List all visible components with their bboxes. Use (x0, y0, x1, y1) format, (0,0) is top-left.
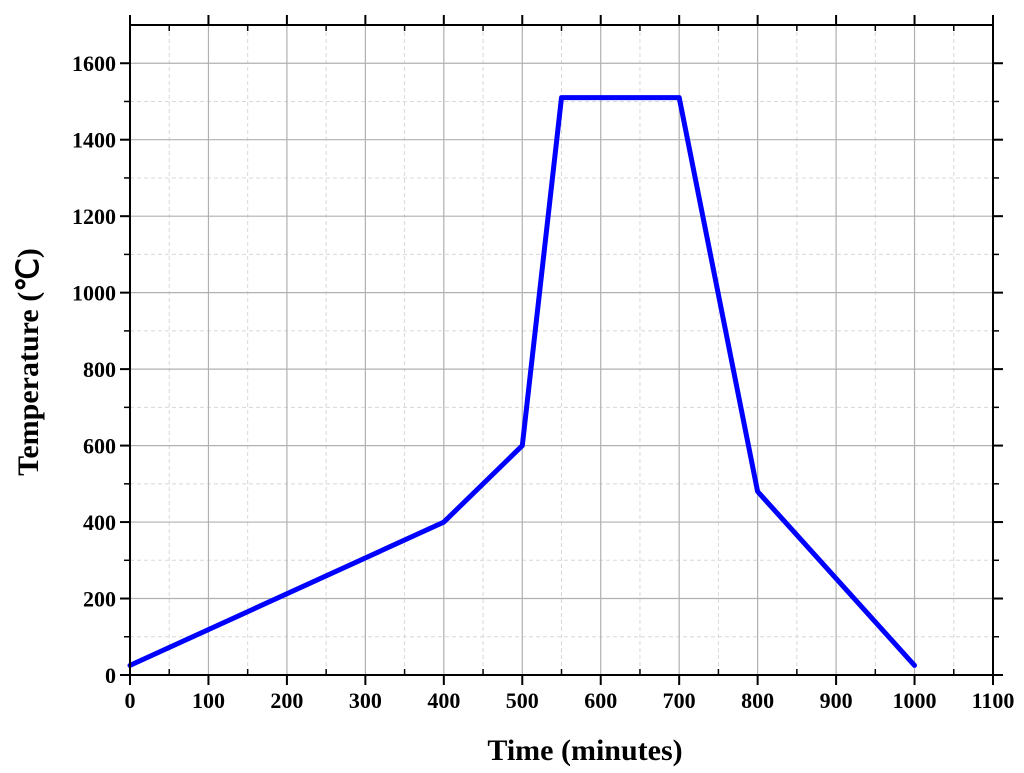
x-tick-label: 600 (584, 688, 617, 713)
x-tick-label: 200 (270, 688, 303, 713)
series-point (520, 443, 525, 448)
x-tick-label: 0 (125, 688, 136, 713)
y-tick-label: 0 (105, 663, 116, 688)
x-tick-label: 1100 (972, 688, 1015, 713)
minor-grid (130, 25, 993, 675)
series-point (912, 663, 917, 668)
y-tick-label: 600 (83, 434, 116, 459)
y-tick-label: 1600 (72, 51, 116, 76)
y-tick-label: 800 (83, 357, 116, 382)
x-tick-label: 800 (741, 688, 774, 713)
y-tick-label: 1000 (72, 281, 116, 306)
series-point (755, 489, 760, 494)
x-tick-label: 1000 (893, 688, 937, 713)
y-tick-label: 1400 (72, 128, 116, 153)
y-axis-title: Temperature (℃) (12, 248, 45, 476)
y-tick-label: 400 (83, 510, 116, 535)
y-tick-labels: 0 200 400 600 800 1000 1200 1400 1600 (72, 51, 116, 688)
x-axis-title: Time (minutes) (487, 734, 682, 767)
x-tick-label: 400 (427, 688, 460, 713)
x-tick-label: 700 (663, 688, 696, 713)
series-point (441, 520, 446, 525)
x-tick-labels: 0 100 200 300 400 500 600 700 800 900 1000 1100 (125, 688, 1015, 713)
x-tick-label: 100 (192, 688, 225, 713)
y-tick-label: 200 (83, 587, 116, 612)
major-grid (130, 25, 993, 675)
y-tick-label: 1200 (72, 204, 116, 229)
axis-ticks (120, 15, 1003, 685)
x-tick-label: 900 (820, 688, 853, 713)
series-point (677, 95, 682, 100)
x-tick-label: 300 (349, 688, 382, 713)
series-point (559, 95, 564, 100)
x-tick-label: 500 (506, 688, 539, 713)
